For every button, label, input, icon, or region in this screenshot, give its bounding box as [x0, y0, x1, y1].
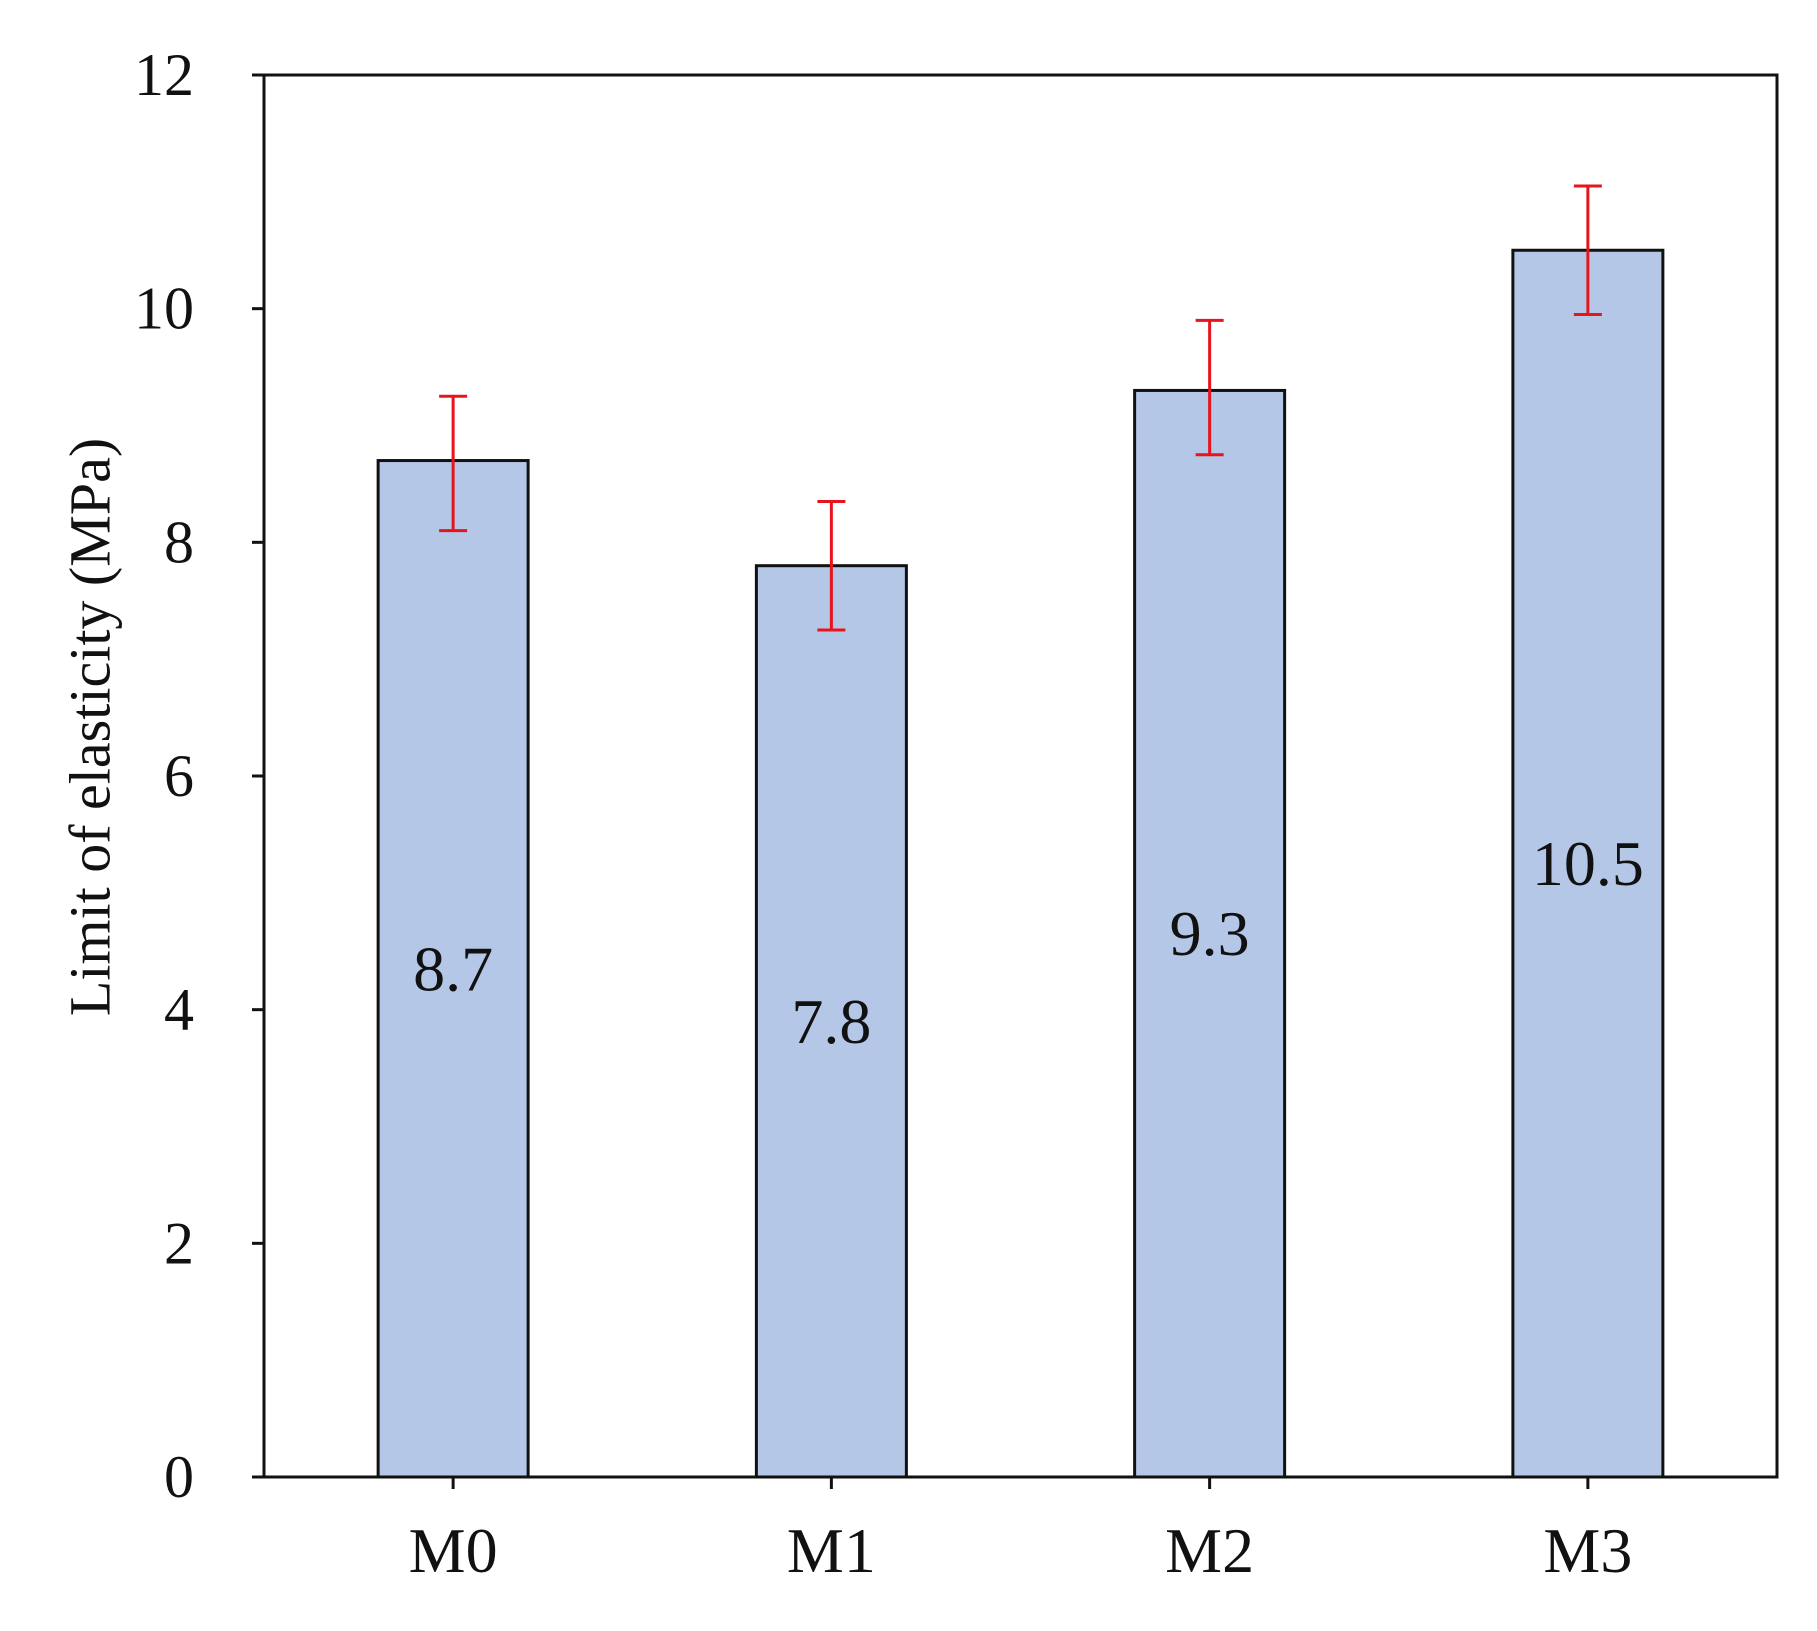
- value-labels-layer: 8.7 7.8 9.3 10.5: [413, 828, 1644, 1057]
- error-bar-m2: [1195, 318, 1224, 457]
- error-bar-m3: [1573, 184, 1602, 317]
- error-bar-m1: [817, 499, 846, 632]
- y-tick-label-8: 8: [164, 509, 194, 575]
- y-axis-title: Limit of elasticity (MPa): [58, 438, 123, 1016]
- value-label-m3: 10.5: [1532, 828, 1644, 899]
- y-tick-label-4: 4: [164, 977, 194, 1043]
- bar-m3: [1511, 248, 1665, 1479]
- y-tick-label-6: 6: [164, 743, 194, 809]
- y-axis-ticks: 0 2 4 6 8 10 12: [134, 42, 264, 1510]
- value-label-m0: 8.7: [413, 933, 493, 1004]
- x-tick-label-m3: M3: [1543, 1515, 1632, 1586]
- y-tick-label-12: 12: [134, 42, 194, 108]
- bar-m0: [376, 459, 530, 1479]
- x-axis-ticks: M0 M1 M2 M3: [409, 1477, 1632, 1586]
- plot-frame: [262, 73, 1779, 1479]
- bar-m1: [754, 564, 908, 1479]
- error-bar-m0: [439, 394, 468, 533]
- y-tick-label-0: 0: [164, 1444, 194, 1510]
- x-tick-label-m0: M0: [409, 1515, 498, 1586]
- error-bars-layer: [439, 184, 1602, 632]
- x-tick-label-m1: M1: [787, 1515, 876, 1586]
- bars-layer: [376, 248, 1665, 1479]
- x-tick-label-m2: M2: [1165, 1515, 1254, 1586]
- value-label-m1: 7.8: [791, 986, 871, 1057]
- y-tick-label-2: 2: [164, 1210, 194, 1276]
- y-tick-label-10: 10: [134, 276, 194, 342]
- value-label-m2: 9.3: [1170, 898, 1250, 969]
